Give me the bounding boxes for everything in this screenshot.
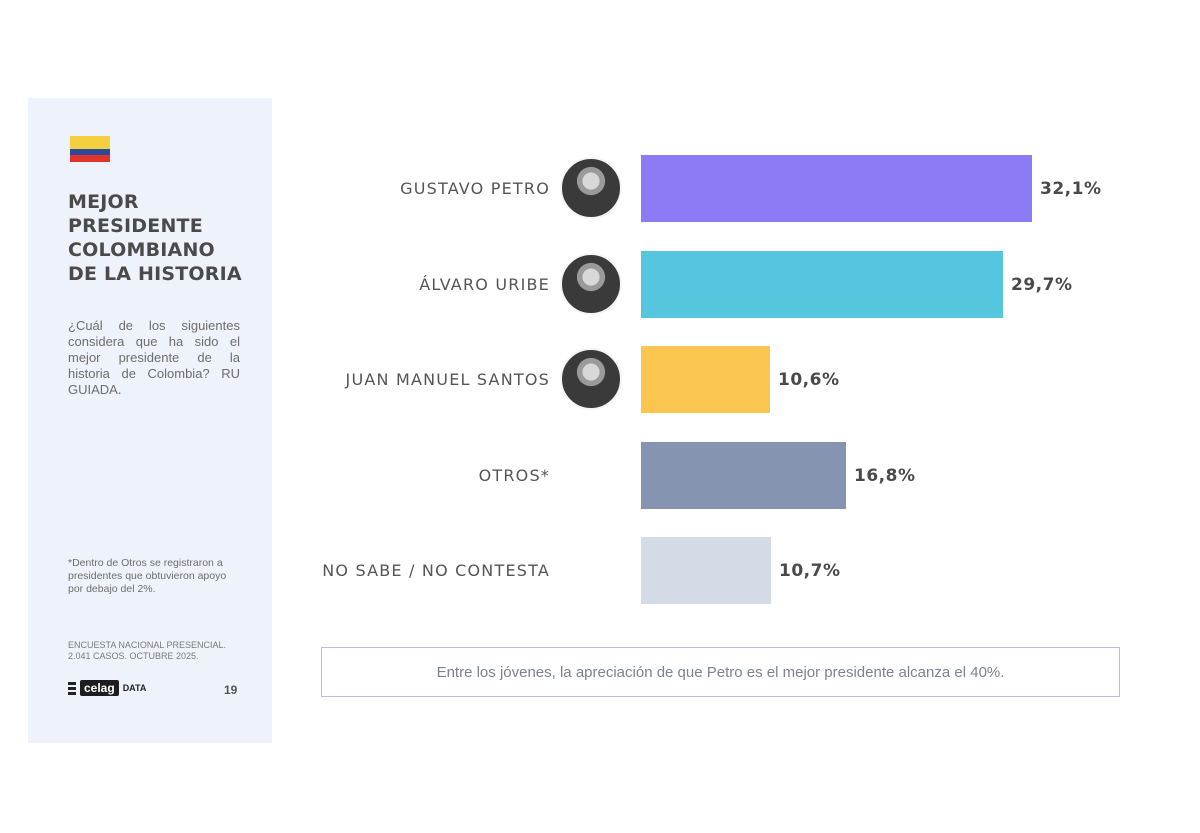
title-line: MEJOR [68, 191, 139, 213]
value-label: 29,7% [1011, 274, 1073, 295]
title-line: DE LA HISTORIA [68, 263, 242, 285]
title-line: COLOMBIANO [68, 239, 215, 261]
brand-sub: DATA [122, 683, 147, 693]
logo-mark-icon [68, 681, 76, 695]
bar [641, 155, 1032, 222]
bar [641, 346, 770, 413]
category-label: NO SABE / NO CONTESTA [322, 561, 550, 580]
portrait-avatar [560, 157, 622, 219]
value-label: 16,8% [854, 465, 916, 486]
category-label: GUSTAVO PETRO [400, 179, 550, 198]
category-label: OTROS* [478, 466, 550, 485]
bar [641, 442, 846, 509]
brand-name: celag [80, 680, 119, 696]
highlight-note: Entre los jóvenes, la apreciación de que… [321, 647, 1120, 697]
portrait-avatar [560, 253, 622, 315]
celag-logo: celag DATA [68, 680, 146, 696]
chart-title: MEJOR PRESIDENTE COLOMBIANO DE LA HISTOR… [68, 190, 258, 286]
value-label: 10,7% [779, 560, 841, 581]
colombia-flag-icon [70, 136, 110, 162]
bar [641, 537, 771, 604]
value-label: 32,1% [1040, 178, 1102, 199]
category-label: JUAN MANUEL SANTOS [345, 370, 550, 389]
title-line: PRESIDENTE [68, 215, 203, 237]
bar [641, 251, 1003, 318]
footnote: *Dentro de Otros se registraron a presid… [68, 557, 227, 595]
value-label: 10,6% [778, 369, 840, 390]
category-label: ÁLVARO URIBE [419, 275, 550, 294]
portrait-avatar [560, 348, 622, 410]
sidebar-panel: MEJOR PRESIDENTE COLOMBIANO DE LA HISTOR… [28, 98, 272, 743]
survey-question: ¿Cuál de los siguientes considera que ha… [68, 318, 240, 397]
survey-source: ENCUESTA NACIONAL PRESENCIAL. 2.041 CASO… [68, 640, 227, 661]
page-number: 19 [224, 683, 238, 697]
